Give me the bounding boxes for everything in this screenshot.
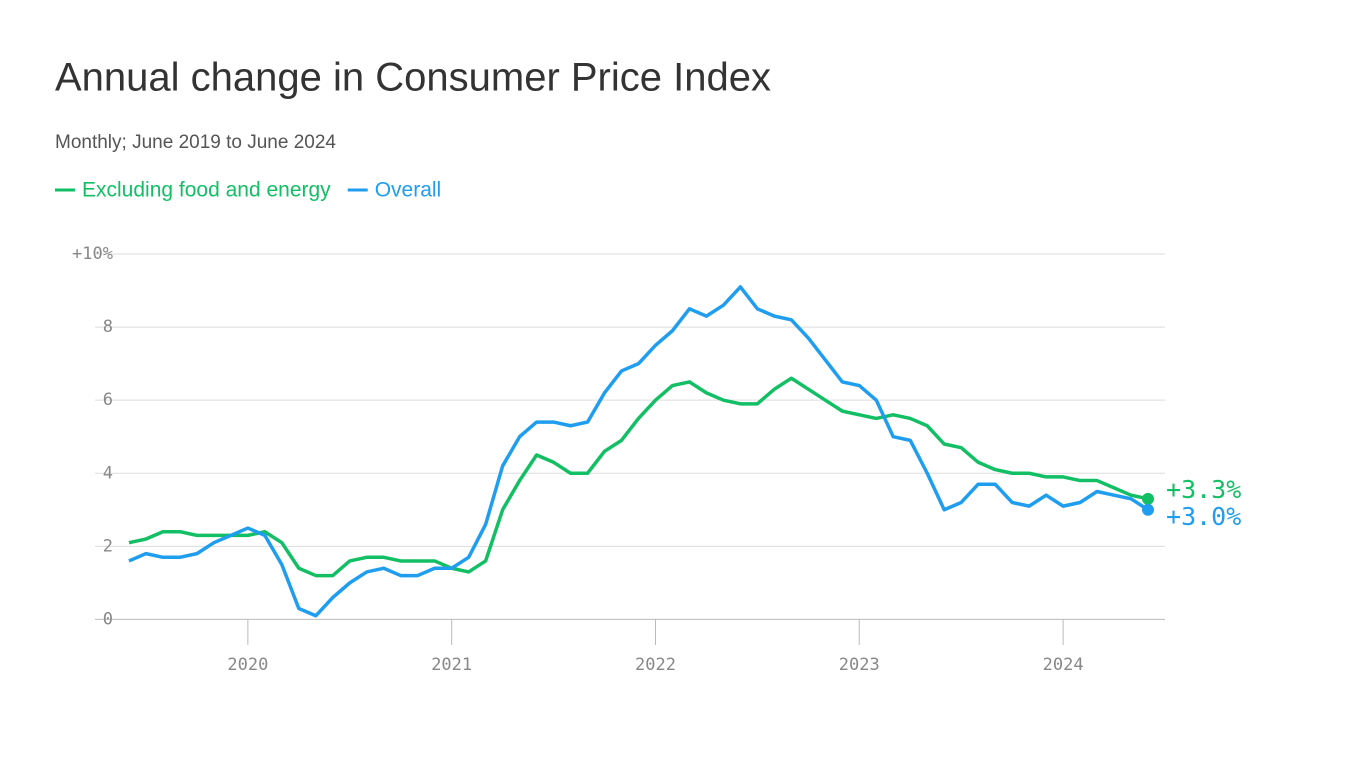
x-tick-label: 2021	[431, 655, 472, 675]
x-tick-label: 2020	[227, 655, 268, 675]
end-dot	[1142, 492, 1155, 505]
line	[128, 376, 1149, 578]
end-dot	[1142, 503, 1155, 516]
chart-subtitle: Monthly; June 2019 to June 2024	[55, 132, 336, 153]
y-tick-label: 8	[103, 317, 113, 337]
legend-label: Excluding food and energy	[82, 179, 331, 202]
y-tick-label: 0	[103, 609, 113, 629]
legend-label: Overall	[375, 179, 442, 202]
value-label: +3.3%	[1166, 475, 1241, 504]
y-tick-label: 6	[103, 390, 113, 410]
y-tick-label: +10%	[72, 244, 113, 264]
line	[128, 285, 1149, 618]
chart-title: Annual change in Consumer Price Index	[55, 56, 771, 100]
value-label: +3.0%	[1166, 502, 1241, 531]
x-tick-label: 2024	[1043, 655, 1084, 675]
x-tick-label: 2023	[839, 655, 880, 675]
y-tick-label: 2	[103, 536, 113, 556]
x-tick-label: 2022	[635, 655, 676, 675]
y-tick-label: 4	[103, 463, 113, 483]
